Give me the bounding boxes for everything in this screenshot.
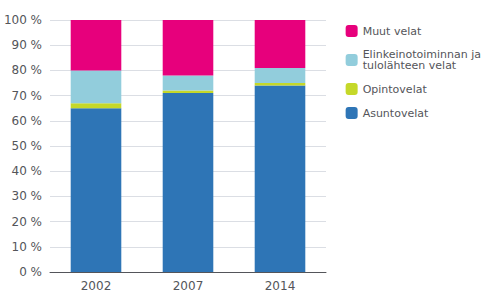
svg-text:0 %: 0 %: [19, 265, 42, 279]
svg-text:40 %: 40 %: [12, 164, 43, 178]
svg-text:90 %: 90 %: [12, 38, 43, 52]
svg-text:Elinkeinotoiminnan ja: Elinkeinotoiminnan ja: [362, 48, 481, 61]
svg-text:50 %: 50 %: [12, 139, 43, 153]
svg-text:2014: 2014: [265, 279, 296, 293]
svg-text:20 %: 20 %: [12, 215, 43, 229]
svg-text:60 %: 60 %: [12, 114, 43, 128]
svg-text:Asuntovelat: Asuntovelat: [363, 107, 429, 120]
svg-text:10 %: 10 %: [12, 240, 43, 254]
svg-text:100 %: 100 %: [4, 13, 42, 27]
svg-text:30 %: 30 %: [12, 189, 43, 203]
svg-text:Muut velat: Muut velat: [363, 25, 422, 38]
svg-text:Opintovelat: Opintovelat: [363, 83, 428, 96]
svg-text:tulolähteen velat: tulolähteen velat: [363, 59, 457, 72]
svg-text:80 %: 80 %: [12, 63, 43, 77]
svg-text:2002: 2002: [81, 279, 112, 293]
svg-text:70 %: 70 %: [12, 89, 43, 103]
svg-text:2007: 2007: [173, 279, 204, 293]
